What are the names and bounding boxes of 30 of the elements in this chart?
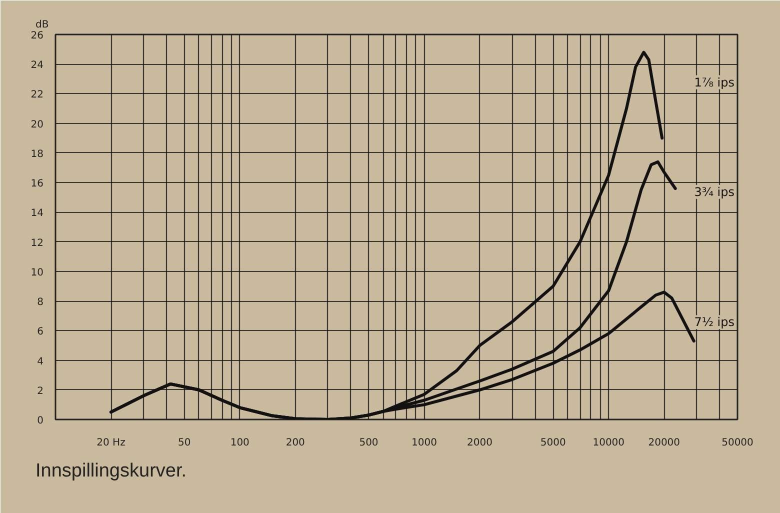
- y-tick-label: 2: [37, 386, 44, 397]
- series-label: 7½ ips: [694, 315, 735, 330]
- y-tick-label: 10: [30, 267, 44, 278]
- y-tick-label: 26: [30, 30, 44, 42]
- x-tick-label: 5000: [540, 438, 566, 448]
- x-tick-label: 200: [286, 438, 305, 448]
- y-tick-label: 18: [30, 148, 44, 160]
- y-tick-label: 4: [37, 356, 44, 368]
- text: 1⅞ ips: [694, 75, 735, 90]
- x-tick-label: 2000: [467, 438, 492, 448]
- x-tick-label: 20 Hz: [96, 438, 126, 448]
- x-tick-label: 50000: [722, 438, 754, 448]
- x-tick-label: 10000: [592, 438, 625, 448]
- y-tick-label: 8: [37, 297, 44, 308]
- y-tick-label: 0: [37, 416, 44, 426]
- y-axis-title: dB: [36, 20, 49, 30]
- y-tick-label: 12: [30, 238, 44, 249]
- y-tick-label: 6: [37, 326, 44, 338]
- x-tick-label: 1000: [412, 438, 437, 448]
- y-tick-label: 20: [30, 119, 44, 130]
- x-tick-label: 50: [178, 438, 191, 448]
- y-tick-label: 16: [30, 178, 44, 190]
- text: Innspillingskurver.: [36, 460, 187, 482]
- y-tick-label: 24: [30, 60, 44, 72]
- x-tick-label: 20000: [648, 438, 680, 448]
- y-tick-label: 22: [30, 90, 44, 101]
- y-tick-label: 14: [30, 208, 44, 220]
- x-tick-label: 100: [230, 438, 250, 448]
- x-tick-label: 500: [359, 438, 378, 448]
- series-label: 3¾ ips: [694, 184, 735, 199]
